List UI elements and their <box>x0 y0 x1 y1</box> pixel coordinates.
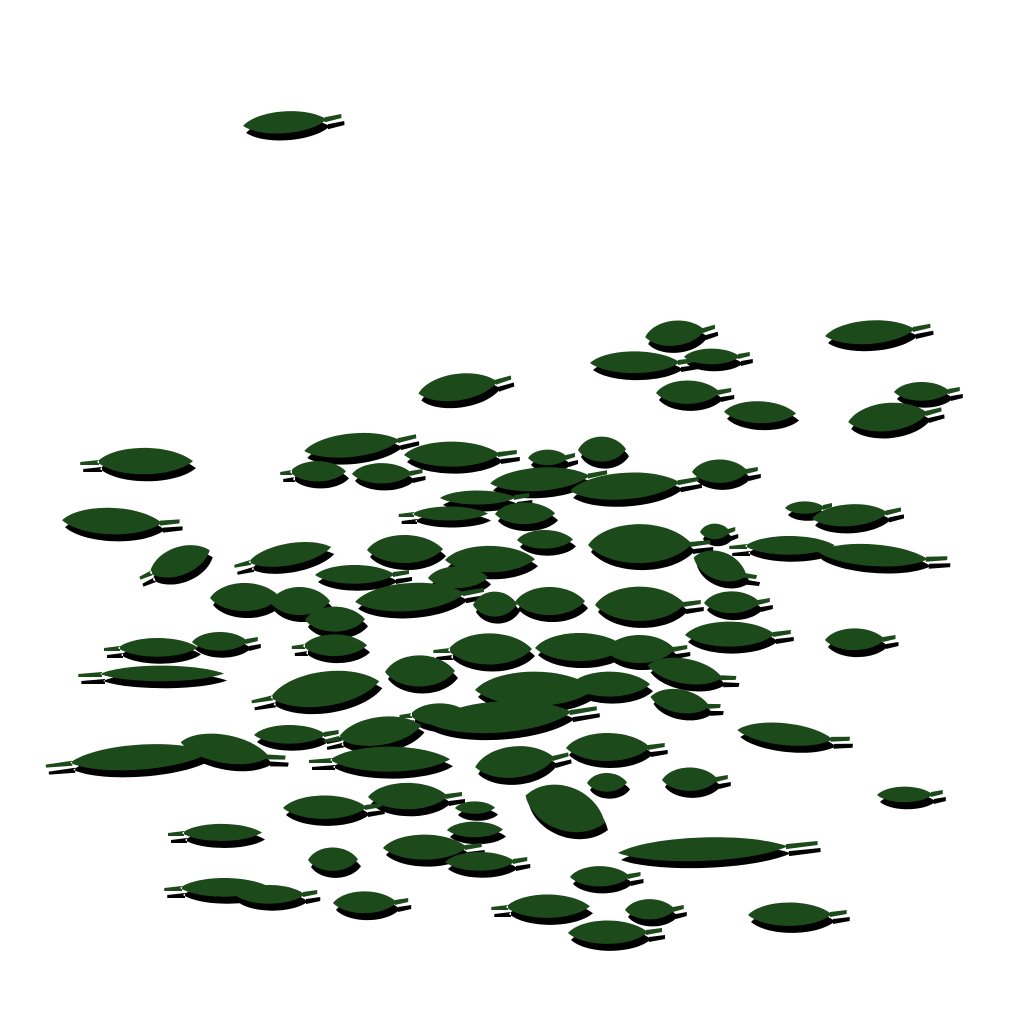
leaf <box>515 586 585 616</box>
leaf <box>283 795 382 819</box>
leaf <box>877 786 943 803</box>
leaf <box>270 586 330 616</box>
leaf <box>570 866 641 887</box>
leaf <box>650 688 721 714</box>
leaf <box>785 501 832 514</box>
leaf <box>305 606 365 632</box>
leaf <box>490 467 608 492</box>
leaf <box>180 733 286 765</box>
leaf <box>355 582 484 612</box>
leaf <box>45 744 210 771</box>
leaf <box>595 586 701 621</box>
leaf <box>684 348 750 365</box>
leaf <box>700 523 736 540</box>
leaf <box>475 746 569 778</box>
leaf <box>104 637 198 657</box>
leaf <box>304 432 417 458</box>
leaf <box>291 634 367 657</box>
leaf <box>590 351 696 374</box>
leaf <box>645 320 716 346</box>
leaf <box>724 401 797 424</box>
leaf <box>78 665 224 682</box>
leaf <box>309 746 450 772</box>
leaf <box>528 449 575 466</box>
leaf <box>825 320 931 345</box>
leaf <box>445 851 528 871</box>
leaf <box>168 823 262 841</box>
leaf <box>662 767 728 791</box>
leaf <box>251 670 380 708</box>
leaf <box>605 634 688 664</box>
leaf <box>428 700 597 734</box>
leaf <box>618 837 818 862</box>
leaf <box>685 621 791 647</box>
leaf <box>737 722 850 746</box>
leaf <box>404 441 517 467</box>
leaf <box>368 782 462 810</box>
leaf <box>399 703 470 726</box>
leaf <box>570 671 650 697</box>
leaf <box>587 772 627 792</box>
leaf <box>428 566 488 589</box>
leaf <box>818 543 948 567</box>
leaf <box>729 535 835 555</box>
leaf <box>568 920 662 944</box>
leaf <box>491 894 590 918</box>
leaf <box>323 716 422 746</box>
leaf <box>445 545 535 573</box>
leaf <box>894 381 960 401</box>
leaf <box>367 534 443 564</box>
leaf <box>825 628 896 651</box>
leaf <box>139 545 210 580</box>
leaf <box>315 564 409 584</box>
leaf <box>525 784 605 833</box>
leaf <box>433 633 532 665</box>
leaf <box>352 463 423 484</box>
leaf <box>475 671 595 706</box>
leaf <box>566 732 665 762</box>
leaf <box>625 899 684 920</box>
leaf <box>848 402 942 432</box>
leaf <box>692 459 758 483</box>
leaf <box>383 834 482 860</box>
leaf <box>210 582 280 612</box>
leaf <box>495 502 555 525</box>
leaf <box>517 529 573 549</box>
leaf <box>473 591 517 617</box>
leaf <box>333 891 409 914</box>
leaf <box>693 550 758 582</box>
leaf <box>398 506 488 521</box>
leaf <box>455 801 495 814</box>
leaf <box>535 632 625 662</box>
leaf <box>243 111 342 134</box>
leaf <box>588 524 711 564</box>
leaf <box>192 631 258 651</box>
leaf <box>254 724 339 744</box>
leaf <box>570 472 699 500</box>
leaf <box>578 436 626 462</box>
leaf <box>440 490 530 505</box>
leaf <box>62 507 180 535</box>
leaf <box>704 591 770 614</box>
leaf <box>812 504 902 527</box>
leaf <box>656 380 732 404</box>
leaf <box>234 541 332 568</box>
leaf <box>447 821 503 838</box>
leaf <box>385 655 455 687</box>
leaf-layer <box>45 111 960 944</box>
leaf <box>80 447 193 475</box>
leaf <box>308 847 358 871</box>
leaf <box>647 657 737 685</box>
leaf <box>280 461 346 482</box>
leaf <box>748 902 847 926</box>
leaf <box>418 373 512 402</box>
leaf <box>235 884 318 904</box>
